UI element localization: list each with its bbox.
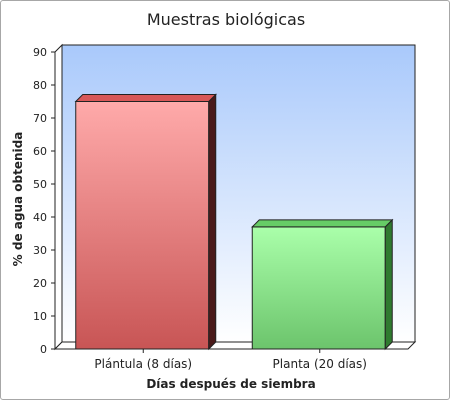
y-tick-label: 20 — [33, 277, 47, 290]
y-tick-label: 0 — [40, 343, 47, 356]
bar-side — [208, 93, 217, 351]
x-axis-label: Días después de siembra — [146, 377, 315, 391]
bar — [251, 218, 394, 351]
y-tick-label: 60 — [33, 145, 47, 158]
x-category-label: Plántula (8 días) — [94, 357, 192, 371]
plot-side-wall — [54, 43, 63, 351]
y-axis: 0 10 20 30 40 50 60 70 80 90 — [33, 46, 55, 356]
bar-front — [75, 101, 210, 350]
bar-top — [251, 219, 394, 228]
y-tick-label: 40 — [33, 211, 47, 224]
bar — [74, 93, 217, 351]
y-tick-label: 90 — [33, 46, 47, 59]
bar-side — [384, 218, 393, 351]
bar-top — [74, 94, 217, 102]
bar-front — [251, 226, 386, 350]
y-tick-label: 70 — [33, 112, 47, 125]
y-tick-label: 30 — [33, 244, 47, 257]
y-tick-label: 10 — [33, 310, 47, 323]
x-category-label: Planta (20 días) — [273, 357, 367, 371]
chart-title: Muestras biológicas — [147, 10, 305, 29]
y-tick-label: 50 — [33, 178, 47, 191]
bars — [74, 93, 394, 351]
y-axis-label: % de agua obtenida — [11, 132, 25, 267]
x-axis: Plántula (8 días) Planta (20 días) — [94, 349, 367, 371]
y-tick-label: 80 — [33, 79, 47, 92]
